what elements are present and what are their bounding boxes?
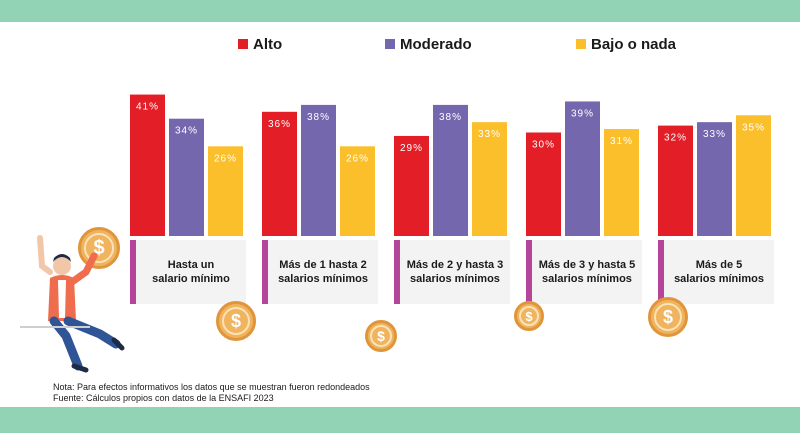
category-label-1: Hasta un salario mínimo <box>152 259 230 285</box>
bar-3-moderado <box>433 104 468 237</box>
category-box-5: Más de 5 salarios mínimos <box>664 240 774 304</box>
bar-1-alto <box>130 94 165 236</box>
legend-item-bajo: Bajo o nada <box>576 34 676 54</box>
category-label-3: Más de 2 y hasta 3 salarios mínimos <box>406 259 504 285</box>
bar-value-label: 41% <box>136 102 159 113</box>
chart-legend: Alto Moderado Bajo o nada <box>0 34 800 54</box>
bar-value-label: 33% <box>703 129 726 140</box>
source-text: Fuente: Cálculos propios con datos de la… <box>53 393 274 403</box>
dollar-coin-icon: $ <box>648 297 688 337</box>
coin-symbol: $ <box>662 306 673 327</box>
bar-3-alto <box>394 135 429 236</box>
bar-value-label: 30% <box>532 140 555 151</box>
dollar-coin-icon: $ <box>216 301 256 341</box>
bar-value-label: 32% <box>664 133 687 144</box>
person-illustration <box>20 235 125 373</box>
bar-2-alto <box>262 111 297 236</box>
bar-value-label: 26% <box>346 153 369 164</box>
category-accent-1 <box>130 240 136 304</box>
top-band <box>0 0 800 22</box>
dollar-coin-icon: $ <box>78 227 120 269</box>
category-label-5: Más de 5 salarios mínimos <box>674 259 764 285</box>
bar-value-label: 39% <box>571 108 594 119</box>
bar-4-bajo-o-nada <box>604 129 639 236</box>
bar-value-label: 38% <box>439 112 462 123</box>
coin-symbol: $ <box>230 310 241 331</box>
category-box-4: Más de 3 y hasta 5 salarios mínimos <box>532 240 642 304</box>
category-box-1: Hasta un salario mínimo <box>136 240 246 304</box>
category-box-2: Más de 1 hasta 2 salarios mínimos <box>268 240 378 304</box>
bar-4-moderado <box>565 101 600 236</box>
bar-1-moderado <box>169 118 204 236</box>
bar-5-bajo-o-nada <box>736 115 771 236</box>
bar-value-label: 26% <box>214 153 237 164</box>
bar-value-label: 34% <box>175 126 198 137</box>
bar-value-label: 33% <box>478 129 501 140</box>
category-box-3: Más de 2 y hasta 3 salarios mínimos <box>400 240 510 304</box>
bar-4-alto <box>526 132 561 236</box>
category-accent-4 <box>526 240 532 304</box>
bottom-band <box>0 407 800 433</box>
category-label-4: Más de 3 y hasta 5 salarios mínimos <box>538 259 636 285</box>
legend-label-moderado: Moderado <box>400 35 472 53</box>
legend-item-alto: Alto <box>238 34 282 54</box>
legend-swatch-bajo <box>576 39 586 49</box>
bar-2-bajo-o-nada <box>340 146 375 236</box>
bar-value-label: 35% <box>742 122 765 133</box>
bar-value-label: 31% <box>610 136 633 147</box>
bar-2-moderado <box>301 104 336 237</box>
dollar-coin-icon: $ <box>365 320 397 352</box>
coin-symbol: $ <box>525 308 533 324</box>
bar-value-label: 29% <box>400 143 423 154</box>
category-accent-2 <box>262 240 268 304</box>
bar-value-label: 36% <box>268 119 291 130</box>
coin-symbol: $ <box>93 236 105 259</box>
category-label-2: Más de 1 hasta 2 salarios mínimos <box>278 259 368 285</box>
legend-item-moderado: Moderado <box>385 34 472 54</box>
category-accent-5 <box>658 240 664 304</box>
coin-symbol: $ <box>377 328 385 344</box>
bar-1-bajo-o-nada <box>208 146 243 236</box>
note-text: Nota: Para efectos informativos los dato… <box>53 382 370 392</box>
legend-label-alto: Alto <box>253 35 283 53</box>
bar-3-bajo-o-nada <box>472 122 507 236</box>
footnotes: Nota: Para efectos informativos los dato… <box>53 382 370 404</box>
dollar-coin-icon: $ <box>514 301 544 331</box>
legend-label-bajo: Bajo o nada <box>591 35 677 53</box>
bar-5-alto <box>658 125 693 236</box>
bar-value-label: 38% <box>307 112 330 123</box>
bar-5-moderado <box>697 122 732 236</box>
category-accent-3 <box>394 240 400 304</box>
legend-swatch-alto <box>238 39 248 49</box>
legend-swatch-moderado <box>385 39 395 49</box>
